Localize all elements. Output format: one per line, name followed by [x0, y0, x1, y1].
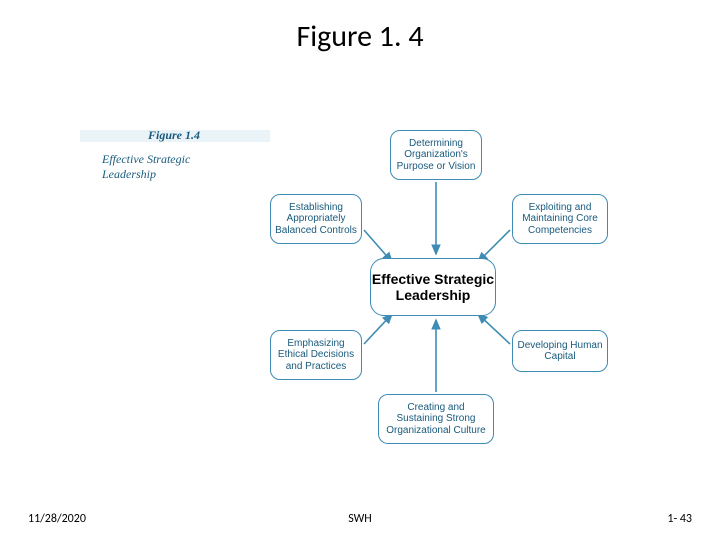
diagram-node-top: Determining Organization's Purpose or Vi…	[390, 130, 482, 180]
diagram-node-label: Determining Organization's Purpose or Vi…	[395, 138, 477, 173]
diagram-node-topright: Exploiting and Maintaining Core Competen…	[512, 194, 608, 244]
diagram-node-bottom: Creating and Sustaining Strong Organizat…	[378, 394, 494, 444]
slide: Figure 1. 4 Figure 1.4 Effective Strateg…	[0, 0, 720, 540]
figure-caption-subtitle: Effective Strategic Leadership	[102, 152, 232, 182]
diagram-arrows	[0, 0, 720, 540]
diagram-node-botleft: Emphasizing Ethical Decisions and Practi…	[270, 330, 362, 380]
diagram-node-botright: Developing Human Capital	[512, 330, 608, 372]
diagram-node-topleft: Establishing Appropriately Balanced Cont…	[270, 194, 362, 244]
figure-caption-label: Figure 1.4	[148, 128, 200, 143]
footer-author: SWH	[0, 512, 720, 526]
diagram-node-label: Creating and Sustaining Strong Organizat…	[383, 402, 489, 437]
footer-page: 1- 43	[667, 512, 692, 526]
diagram-center-label: Effective Strategic Leadership	[371, 271, 495, 303]
diagram-node-label: Developing Human Capital	[517, 340, 603, 363]
diagram-center-node: Effective Strategic Leadership	[370, 258, 496, 316]
diagram-node-label: Establishing Appropriately Balanced Cont…	[275, 202, 357, 237]
diagram-node-label: Exploiting and Maintaining Core Competen…	[517, 202, 603, 237]
diagram-node-label: Emphasizing Ethical Decisions and Practi…	[275, 338, 357, 373]
page-title: Figure 1. 4	[0, 18, 720, 55]
